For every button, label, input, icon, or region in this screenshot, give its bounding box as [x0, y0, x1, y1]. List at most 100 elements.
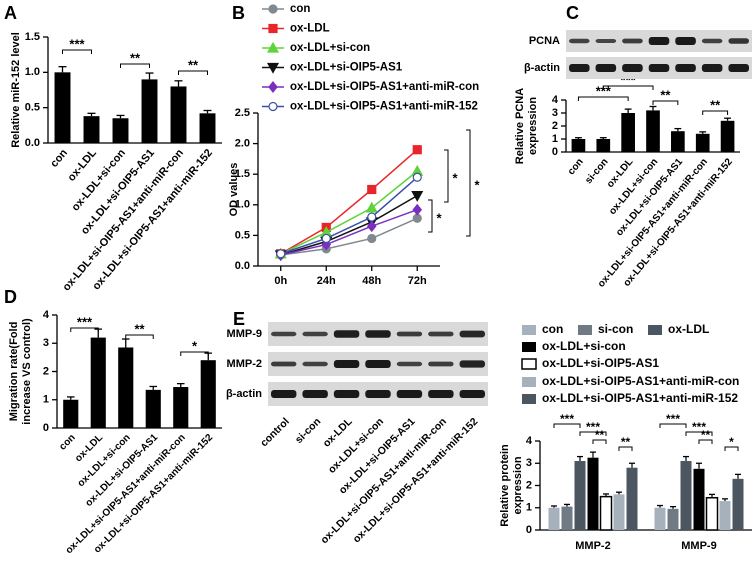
y-tick-label: 3: [43, 337, 49, 349]
blot-band: [459, 390, 485, 398]
blot-band: [569, 38, 590, 44]
significance-bracket: [702, 110, 729, 115]
y-tick-label: 3: [526, 457, 532, 469]
blot-band: [396, 361, 423, 367]
y-axis-label: Relative PCNA: [514, 88, 526, 164]
significance-bracket: [70, 327, 99, 332]
significance-label: ***: [586, 420, 600, 434]
blot-band: [271, 331, 297, 337]
significance-bracket: [444, 149, 449, 203]
bar: [695, 133, 710, 152]
x-tick-label: MMP-2: [575, 540, 610, 552]
lane-label: si-con: [293, 416, 323, 446]
y-tick-label: 1.5: [25, 31, 40, 43]
y-tick-label: 2: [526, 479, 532, 491]
bar: [667, 508, 679, 530]
series-line: [280, 217, 418, 256]
x-tick-label: 0h: [274, 275, 287, 287]
bar: [561, 506, 573, 530]
panel-letter: E: [233, 309, 245, 329]
marker: [365, 201, 378, 213]
blot-band: [333, 360, 360, 368]
significance-bracket: [602, 85, 654, 90]
blot-band: [459, 330, 485, 338]
bar: [680, 461, 692, 530]
blot-band: [459, 360, 485, 368]
significance-label: *: [474, 177, 480, 192]
legend-marker: [268, 101, 278, 112]
bar: [112, 118, 129, 143]
significance-label: ***: [69, 36, 85, 51]
significance-label: **: [660, 87, 671, 102]
significance-label: **: [188, 57, 199, 72]
bar: [83, 116, 100, 143]
blot-band: [622, 64, 643, 72]
x-tick-label: MMP-9: [681, 540, 716, 552]
legend-marker: [268, 4, 278, 14]
bar: [548, 507, 560, 530]
legend-marker: [266, 41, 280, 53]
blot-band: [396, 331, 423, 337]
y-axis-label: OD values: [228, 163, 240, 217]
blot-band: [728, 64, 749, 72]
bar: [596, 139, 611, 152]
significance-bracket: [724, 446, 739, 451]
significance-bracket: [553, 423, 581, 428]
significance-label: ***: [596, 83, 612, 98]
significance-label: **: [595, 428, 605, 442]
y-tick-label: 2: [552, 120, 558, 132]
bar: [574, 461, 586, 530]
y-tick-label: 1: [526, 502, 532, 514]
blot-band: [701, 64, 723, 72]
y-tick-label: 2: [43, 365, 49, 377]
legend-swatch: [648, 325, 662, 335]
significance-bracket: [652, 100, 679, 105]
x-tick-label: 72h: [408, 275, 427, 287]
y-tick-label: 1.0: [235, 199, 250, 211]
blot-label: PCNA: [529, 35, 560, 47]
significance-label: *: [452, 170, 458, 185]
legend-swatch: [522, 325, 536, 335]
blot-band: [595, 64, 617, 72]
bar: [613, 494, 625, 530]
legend-label: ox-LDL+si-OIP5-AS1: [542, 356, 659, 370]
blot-label: MMP-9: [227, 328, 262, 340]
series-line: [280, 176, 418, 255]
series-line: [280, 149, 418, 255]
legend-label: ox-LDL+si-OIP5-AS1+anti-miR-con: [542, 374, 739, 388]
x-tick-label: 24h: [317, 275, 336, 287]
bar: [173, 387, 189, 428]
bar: [705, 496, 719, 531]
significance-label: *: [192, 338, 198, 353]
bar: [719, 501, 731, 530]
significance-bracket: [659, 423, 687, 428]
panel-letter: B: [232, 3, 245, 23]
legend-label: ox-LDL+si-con: [290, 42, 370, 54]
significance-label: **: [710, 97, 721, 112]
blot-band: [701, 38, 723, 44]
legend-label: ox-LDL+si-OIP5-AS1+anti-miR-152: [290, 101, 478, 113]
legend-swatch: [578, 325, 592, 335]
marker: [412, 145, 422, 155]
bar: [63, 399, 79, 428]
blot-band: [365, 390, 391, 398]
bar: [200, 360, 216, 428]
y-tick-label: 4: [526, 435, 533, 447]
x-tick-label: con: [566, 157, 586, 178]
panel-letter: C: [566, 3, 579, 23]
legend-label: ox-LDL+si-OIP5-AS1: [290, 62, 403, 74]
y-tick-label: 0: [43, 422, 49, 434]
marker: [412, 172, 422, 182]
blot-band: [365, 360, 391, 368]
legend-swatch: [521, 358, 537, 370]
significance-bracket: [178, 70, 208, 75]
significance-label: **: [621, 435, 631, 449]
y-axis-label: expression: [512, 456, 524, 514]
significance-bracket: [120, 63, 150, 68]
blot-band: [675, 64, 696, 72]
legend-label: ox-LDL: [668, 322, 709, 336]
panel-letter: D: [4, 287, 17, 307]
blot-band: [648, 64, 670, 72]
bar: [145, 389, 161, 428]
marker: [411, 191, 424, 202]
